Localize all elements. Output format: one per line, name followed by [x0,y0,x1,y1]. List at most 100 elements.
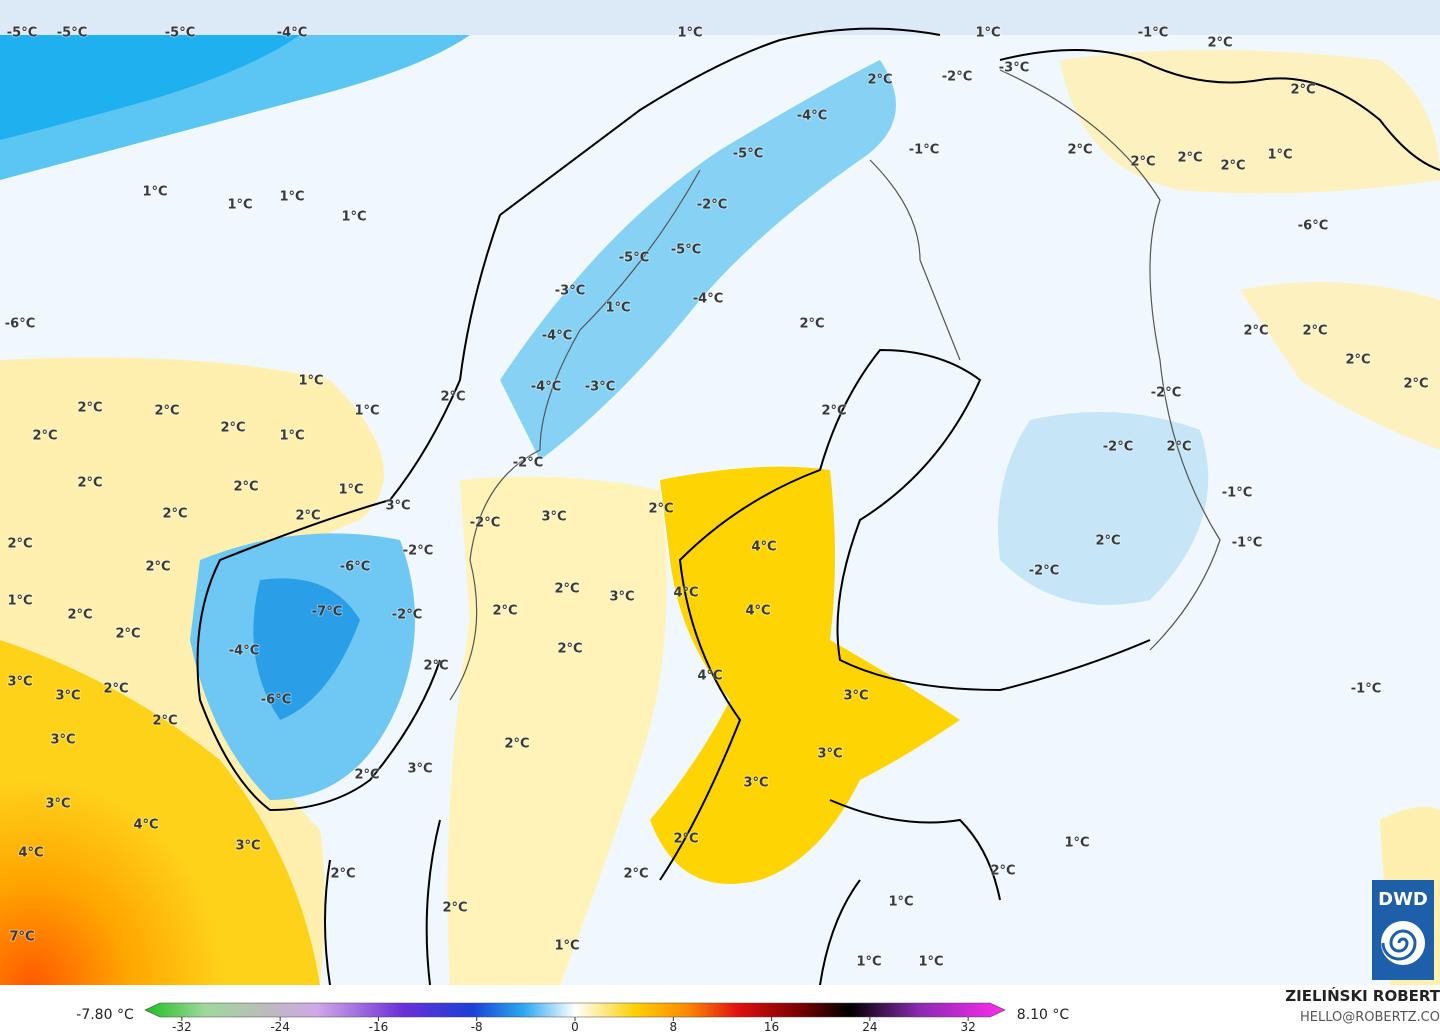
temperature-label: 2°C [799,317,824,332]
temperature-label: 3°C [55,689,80,704]
norway-cold-core [253,578,360,720]
temperature-label: 2°C [67,608,92,623]
mountains-cold [500,60,896,460]
temperature-label: 2°C [32,429,57,444]
temperature-label: 3°C [50,733,75,748]
temperature-label: -5°C [7,26,37,41]
temperature-labels: -5°C -5°C -5°C -4°C 1°C 1°C -1°C 2°C 2°C -2°C -3°C… [4,25,1430,971]
temperature-label: 2°C [7,537,32,552]
author: ZIELIŃSKI ROBERT [1285,986,1440,1005]
temperature-label: 3°C [843,689,868,704]
map-top-strip [0,0,1440,35]
colorbar-tick-label: 16 [764,1020,779,1034]
temperature-label: -3°C [585,380,615,395]
temperature-label: 1°C [7,594,32,609]
colorbar-gradient [144,1002,1006,1018]
border-norway-sweden [449,169,701,701]
temperature-label: -2°C [513,456,543,471]
logo-swirl [1381,929,1417,961]
colorbar-tick-label: 24 [862,1020,877,1034]
temperature-label: -1°C [1138,26,1168,41]
temperature-label: -7°C [312,605,342,620]
temperature-label: 1°C [227,198,252,213]
temperature-label: 2°C [1095,534,1120,549]
colorbar-tick-label: 32 [961,1020,976,1034]
temperature-label: 2°C [1220,159,1245,174]
temperature-label: 2°C [554,582,579,597]
temperature-label: 2°C [1345,353,1370,368]
temperature-label: -6°C [1298,219,1328,234]
temperature-label: 2°C [233,480,258,495]
temperature-label: 2°C [295,509,320,524]
temperature-label: 1°C [279,429,304,444]
temperature-label: 4°C [751,540,776,555]
colorbar: -7.80 °C 8.10 °C -32 -24 -16 -8 0 8 16 24 32 [76,1002,1070,1034]
temperature-label: 2°C [154,404,179,419]
temperature-label: 7°C [9,930,34,945]
temperature-label: 2°C [77,476,102,491]
temperature-label: -4°C [542,329,572,344]
colorbar-max-label: 8.10 °C [1017,1007,1070,1023]
borders [449,69,1221,701]
temperature-label: 3°C [817,747,842,762]
sweden-mild [447,476,667,985]
temperature-label: 2°C [77,401,102,416]
logo-text: DWD [1378,889,1428,910]
temperature-label: 4°C [673,586,698,601]
temperature-label: 2°C [867,73,892,88]
email: HELLO@ROBERTZ.CO [1300,1010,1440,1025]
temperature-label: 1°C [298,374,323,389]
temperature-label: -4°C [229,644,259,659]
temperature-label: 2°C [423,659,448,674]
norway-coast [196,27,941,812]
colorbar-min-label: -7.80 °C [76,1007,134,1023]
colorbar-tick-label: -32 [172,1020,192,1034]
temperature-label: 4°C [745,604,770,619]
temperature-label: 2°C [145,560,170,575]
temperature-label: 2°C [1166,440,1191,455]
temperature-label: 2°C [1302,324,1327,339]
temperature-label: 2°C [492,604,517,619]
temperature-label: -4°C [797,109,827,124]
colorbar-tick-label: 8 [669,1020,677,1034]
temperature-label: -2°C [392,608,422,623]
temperature-label: 3°C [407,762,432,777]
temperature-label: -6°C [5,317,35,332]
temperature-label: -4°C [531,380,561,395]
temperature-label: 2°C [354,768,379,783]
temperature-label: 2°C [162,507,187,522]
temperature-label: 2°C [990,864,1015,879]
temperature-label: 4°C [697,669,722,684]
temperature-label: 3°C [541,510,566,525]
temperature-label: -1°C [1232,536,1262,551]
temperature-label: 2°C [103,682,128,697]
denmark-coast [324,819,441,986]
temperature-label: 2°C [1290,83,1315,98]
logo-circle [1381,921,1425,965]
temperature-label: 1°C [1267,148,1292,163]
temperature-label: 1°C [677,26,702,41]
temperature-label: 2°C [220,421,245,436]
colorbar-tick-label: -24 [270,1020,290,1034]
temperature-label: 2°C [623,867,648,882]
temperature-label: 2°C [1207,36,1232,51]
temperature-label: 2°C [648,502,673,517]
warm-sea-core [0,640,320,985]
temperature-label: -2°C [697,198,727,213]
temperature-label: -2°C [1103,440,1133,455]
temperature-label: 2°C [1067,143,1092,158]
temperature-label: 1°C [279,190,304,205]
temperature-label: 1°C [856,955,881,970]
kola-coast [999,49,1440,171]
temperature-label: 1°C [888,895,913,910]
temperature-label: 4°C [18,846,43,861]
temperature-label: 1°C [341,210,366,225]
kola-mild [1060,50,1440,194]
temperature-label: 1°C [338,483,363,498]
temperature-label: -3°C [999,61,1029,76]
russia-cool [998,412,1209,605]
temperature-label: 4°C [133,818,158,833]
temperature-label: 2°C [557,642,582,657]
temperature-label: 1°C [605,301,630,316]
